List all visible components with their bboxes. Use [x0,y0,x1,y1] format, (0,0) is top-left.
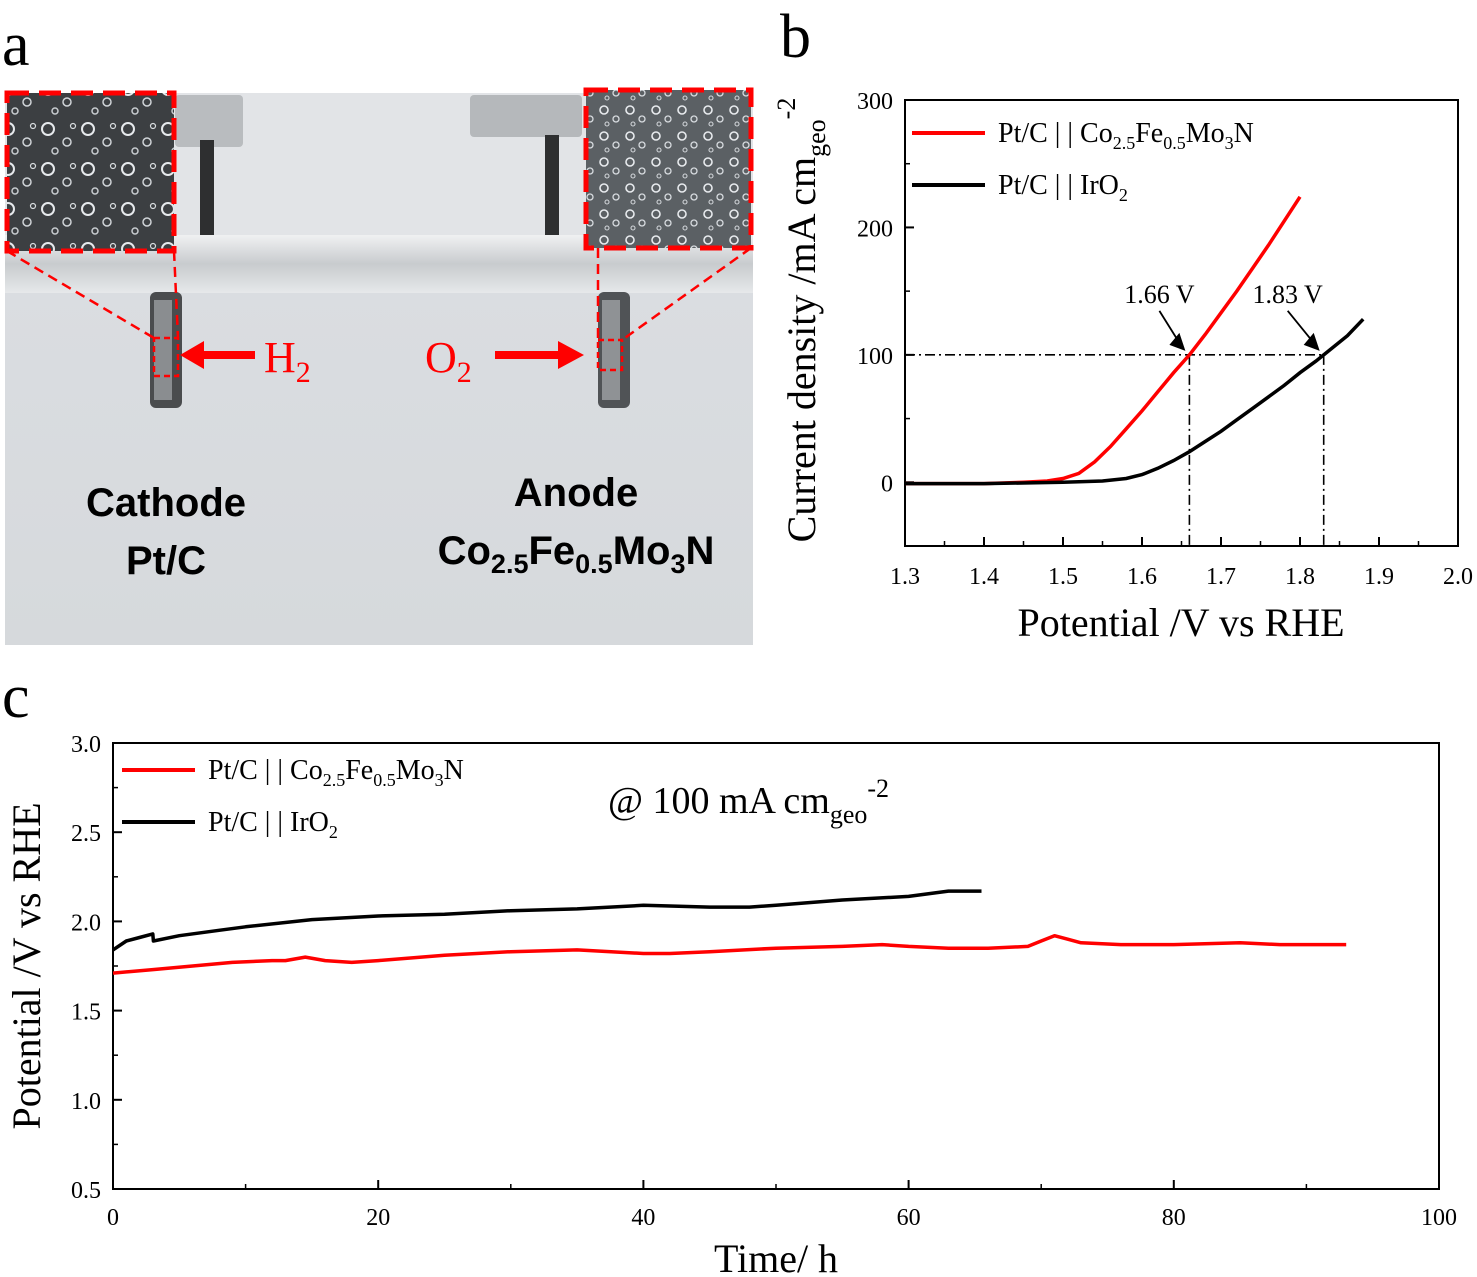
h2-label: H2 [264,333,311,389]
chart-c-annotation: @ 100 mA cmgeo-2 [608,774,889,829]
series-line-iro2 [112,889,982,952]
cathode-material: Pt/C [126,539,206,583]
x-tick-label: 1.9 [1364,564,1394,590]
x-tick-label: 20 [366,1205,390,1231]
x-tick-label: 80 [1162,1205,1186,1231]
anode-title: Anode [514,471,638,515]
legend-label-0: Pt/C | | Co2.5Fe0.5Mo3N [998,118,1254,153]
x-tick-label: 1.6 [1127,564,1157,590]
anode-material: Co2.5Fe0.5Mo3N [438,529,715,579]
electrode-clip-right [470,95,582,137]
y-tick-label: 2.5 [71,821,101,847]
x-tick-label: 1.8 [1285,564,1315,590]
series-line-cofemon [112,933,1347,975]
y-tick-label: 2.0 [71,910,101,936]
y-tick-label: 0 [881,471,893,497]
y-tick-label: 300 [857,89,893,115]
annotation-arrowhead [1169,332,1186,351]
y-tick-label: 100 [857,344,893,370]
annotation-arrowhead [1303,332,1320,351]
y-tick-label: 1.0 [71,1089,101,1115]
chart-c-xlabel: Time/ h [714,1236,838,1277]
legend-label-1: Pt/C | | IrO2 [998,170,1128,205]
panel-b-label: b [780,3,811,71]
series-line-iro2 [905,317,1365,486]
legend-label-0: Pt/C | | Co2.5Fe0.5Mo3N [208,755,464,790]
x-tick-label: 1.4 [969,564,999,590]
x-tick-label: 1.7 [1206,564,1236,590]
series-line-cofemon [905,195,1302,486]
cathode-title: Cathode [86,481,246,525]
o2-label: O2 [425,333,472,389]
y-tick-label: 0.5 [71,1178,101,1204]
annotation-arrow [1287,310,1315,344]
x-tick-label: 2.0 [1443,564,1473,590]
panel-a-label: a [2,11,30,79]
x-tick-label: 60 [897,1205,921,1231]
y-tick-label: 1.5 [71,1000,101,1026]
x-tick-label: 1.5 [1048,564,1078,590]
y-tick-label: 3.0 [71,732,101,758]
y-tick-label: 200 [857,216,893,242]
legend-label-1: Pt/C | | IrO2 [208,807,338,842]
chart-b-ylabel: Current density /mA cmgeo-2 [772,98,831,543]
panel-c-label: c [2,663,30,731]
chart-c-ylabel: Potential /V vs RHE [4,802,49,1129]
x-tick-label: 100 [1421,1205,1457,1231]
annotation-label: 1.83 V [1253,280,1324,309]
inset-anode-bubbles [583,87,754,251]
x-tick-label: 1.3 [890,564,920,590]
x-tick-label: 0 [107,1205,119,1231]
inset-cathode-bubbles [4,90,177,254]
annotation-label: 1.66 V [1124,280,1195,309]
chart-b-xlabel: Potential /V vs RHE [1017,600,1344,645]
x-tick-label: 40 [631,1205,655,1231]
electrode-clip-left [175,95,243,147]
